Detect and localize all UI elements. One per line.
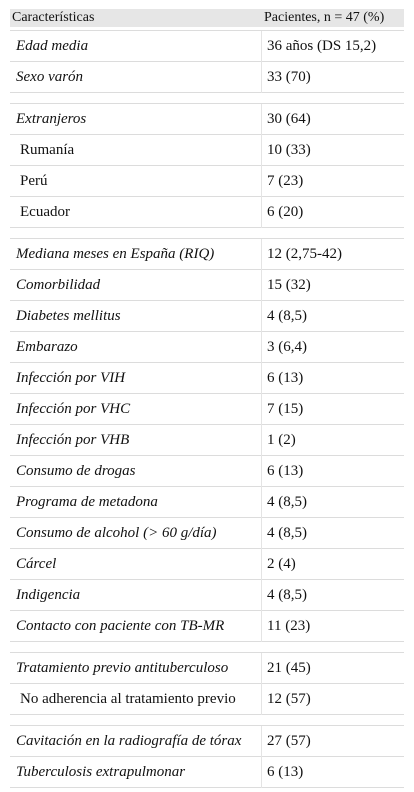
row-value: 2 (4) xyxy=(267,556,296,572)
row-label: Tuberculosis extrapulmonar xyxy=(16,764,186,780)
row-border xyxy=(10,393,404,394)
row-label: Perú xyxy=(20,173,48,189)
row-value: 12 (2,75-42) xyxy=(267,246,342,262)
row-value: 10 (33) xyxy=(267,142,311,158)
column-divider xyxy=(261,653,262,715)
row-border xyxy=(10,787,404,788)
row-border xyxy=(10,756,404,757)
row-value: 4 (8,5) xyxy=(267,308,307,324)
header-cell: Pacientes, n = 47 (%) xyxy=(262,9,404,27)
row-border xyxy=(10,103,404,104)
row-label: Cárcel xyxy=(16,556,57,572)
row-label: Rumanía xyxy=(20,142,75,158)
row-value: 21 (45) xyxy=(267,660,311,676)
row-border xyxy=(10,331,404,332)
row-value: 6 (20) xyxy=(267,204,304,220)
row-value: 4 (8,5) xyxy=(267,587,307,603)
row-value: 33 (70) xyxy=(267,69,311,85)
row-border xyxy=(10,579,404,580)
row-value: 27 (57) xyxy=(267,733,311,749)
row-label: Edad media xyxy=(16,38,89,54)
row-value: 6 (13) xyxy=(267,463,304,479)
header-cell: Características xyxy=(10,9,262,27)
row-border xyxy=(10,455,404,456)
row-border xyxy=(10,362,404,363)
column-divider xyxy=(261,104,262,228)
row-label: Ecuador xyxy=(20,204,70,220)
row-border xyxy=(10,652,404,653)
row-border xyxy=(10,300,404,301)
row-label: Infección por VHC xyxy=(16,401,131,417)
row-border xyxy=(10,725,404,726)
row-value: 12 (57) xyxy=(267,691,311,707)
row-value: 4 (8,5) xyxy=(267,494,307,510)
row-border xyxy=(10,134,404,135)
row-label: Tratamiento previo antituberculoso xyxy=(16,660,229,676)
row-border xyxy=(10,424,404,425)
row-label: Infección por VIH xyxy=(16,370,126,386)
row-label: Cavitación en la radiografía de tórax xyxy=(16,733,242,749)
row-border xyxy=(10,92,404,93)
row-value: 6 (13) xyxy=(267,764,304,780)
row-label: No adherencia al tratamiento previo xyxy=(20,691,236,707)
row-border xyxy=(10,517,404,518)
row-label: Contacto con paciente con TB-MR xyxy=(16,618,225,634)
row-label: Programa de metadona xyxy=(16,494,158,510)
row-border xyxy=(10,486,404,487)
row-label: Infección por VHB xyxy=(16,432,130,448)
row-border xyxy=(10,196,404,197)
row-label: Embarazo xyxy=(16,339,78,355)
row-border xyxy=(10,714,404,715)
row-label: Consumo de alcohol (> 60 g/día) xyxy=(16,525,217,541)
row-border xyxy=(10,641,404,642)
row-value: 11 (23) xyxy=(267,618,311,634)
row-value: 6 (13) xyxy=(267,370,304,386)
row-value: 30 (64) xyxy=(267,111,311,127)
row-label: Diabetes mellitus xyxy=(16,308,121,324)
row-label: Mediana meses en España (RIQ) xyxy=(16,246,215,262)
column-divider xyxy=(261,31,262,93)
row-border xyxy=(10,610,404,611)
row-border xyxy=(10,30,404,31)
row-value: 1 (2) xyxy=(267,432,296,448)
row-border xyxy=(10,269,404,270)
row-value: 7 (23) xyxy=(267,173,304,189)
row-value: 36 años (DS 15,2) xyxy=(267,38,377,54)
row-border xyxy=(10,238,404,239)
row-border xyxy=(10,548,404,549)
row-value: 3 (6,4) xyxy=(267,339,307,355)
row-label: Consumo de drogas xyxy=(16,463,136,479)
row-border xyxy=(10,227,404,228)
row-label: Comorbilidad xyxy=(16,277,101,293)
row-border xyxy=(10,61,404,62)
row-label: Extranjeros xyxy=(16,111,87,127)
row-border xyxy=(10,165,404,166)
row-label: Indigencia xyxy=(16,587,81,603)
column-divider xyxy=(261,726,262,788)
column-divider xyxy=(261,239,262,642)
row-value: 15 (32) xyxy=(267,277,311,293)
row-value: 4 (8,5) xyxy=(267,525,307,541)
row-label: Sexo varón xyxy=(16,69,84,85)
row-border xyxy=(10,683,404,684)
row-value: 7 (15) xyxy=(267,401,304,417)
